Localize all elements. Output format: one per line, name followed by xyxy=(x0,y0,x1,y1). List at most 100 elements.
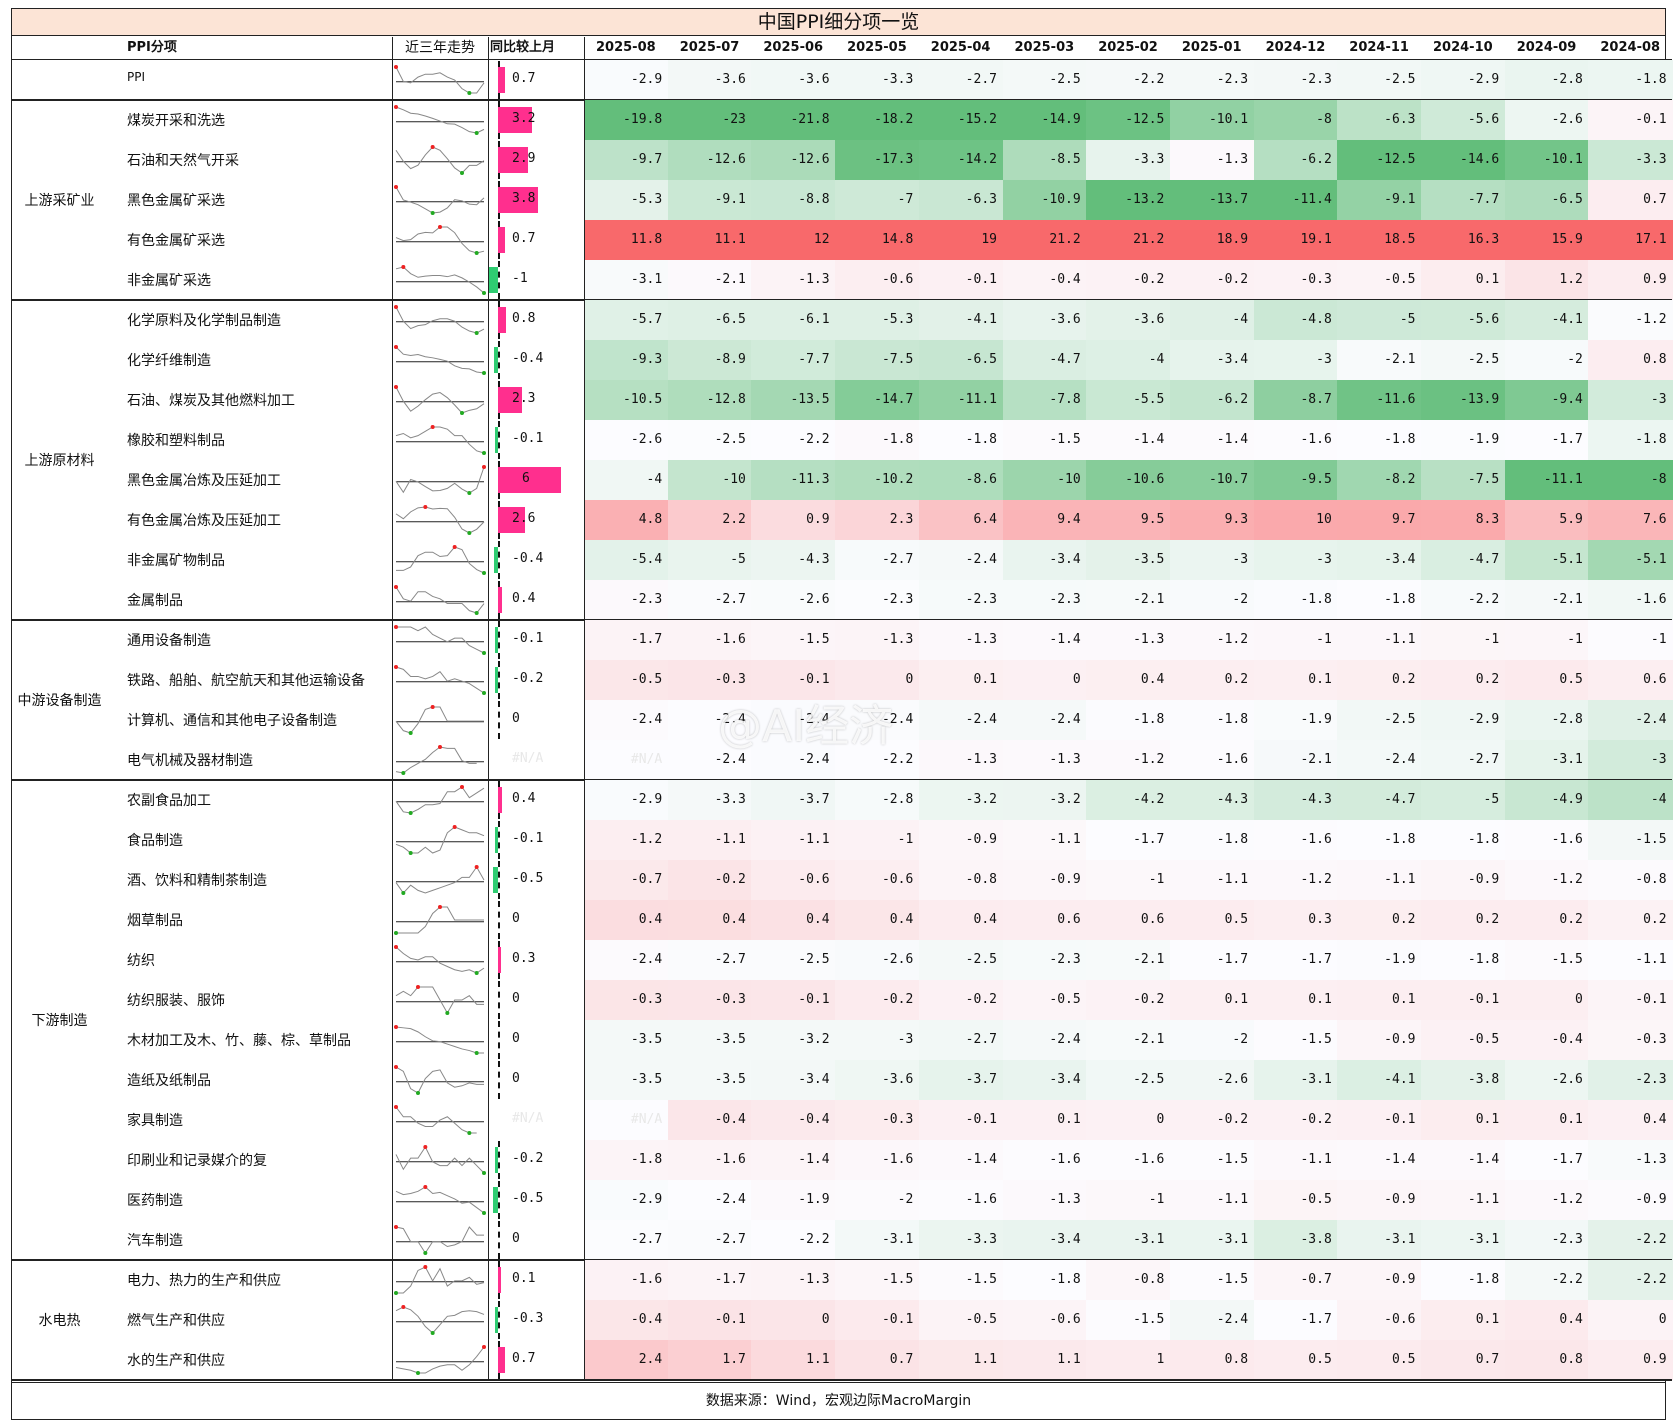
heat-cell: -7 xyxy=(835,180,920,220)
heat-cell: -3.4 xyxy=(1169,340,1255,380)
heat-cell: 0.4 xyxy=(751,900,836,940)
month-header: 2024-10 xyxy=(1433,40,1493,55)
row-name: 水的生产和供应 xyxy=(127,1353,225,1369)
heat-cell: -2.7 xyxy=(1421,740,1506,780)
sparkline-min-point xyxy=(482,1171,486,1175)
heat-cell: -2.4 xyxy=(918,540,1003,580)
heat-cell: -3 xyxy=(1169,540,1255,580)
heat-cell: -2.8 xyxy=(835,780,920,820)
heat-cell: -5.7 xyxy=(584,300,669,340)
trend-sparkline xyxy=(394,385,485,415)
heat-cell: 9.3 xyxy=(1169,500,1255,540)
heat-cell: -9.3 xyxy=(584,340,669,380)
heat-cell: -2.5 xyxy=(1337,700,1422,740)
heat-cell: -2.4 xyxy=(667,700,752,740)
mom-zero-line xyxy=(498,1221,500,1259)
row-name: 有色金属矿采选 xyxy=(127,233,225,249)
mom-value: 0.7 xyxy=(512,231,536,246)
sparkline-max-point xyxy=(401,1305,406,1309)
heat-cell: -1.2 xyxy=(584,820,669,860)
heat-cell: -2.4 xyxy=(751,740,836,780)
row-name: 铁路、船舶、航空航天和其他运输设备 xyxy=(127,673,365,689)
heat-cell: -2.4 xyxy=(667,740,752,780)
heat-cell: -2.7 xyxy=(835,540,920,580)
trend-sparkline xyxy=(394,185,485,215)
sparkline-max-point xyxy=(394,625,398,629)
sparkline-line xyxy=(395,706,484,734)
heat-cell: -8.7 xyxy=(1253,380,1338,420)
heat-cell: -2.2 xyxy=(835,740,920,780)
header-mom: 同比较上月 xyxy=(490,40,556,55)
heat-cell: -1.4 xyxy=(751,1140,836,1180)
heat-cell: -2.6 xyxy=(835,940,920,980)
mom-bar-negative xyxy=(495,667,498,693)
heat-cell: -5 xyxy=(667,540,752,580)
column-rule xyxy=(584,37,585,1380)
heat-cell: -12.6 xyxy=(667,140,752,180)
heat-cell: -1.5 xyxy=(1253,1020,1338,1060)
trend-sparkline xyxy=(394,585,485,615)
heat-cell: -4.7 xyxy=(1421,540,1506,580)
heat-cell: -2.3 xyxy=(1588,1060,1673,1100)
heat-cell: -0.8 xyxy=(918,860,1003,900)
mom-value: 3.2 xyxy=(512,111,536,126)
heat-cell: -10.1 xyxy=(1169,100,1255,140)
heat-cell: -0.4 xyxy=(584,1300,669,1340)
heat-cell: -6.5 xyxy=(667,300,752,340)
heat-cell: -0.9 xyxy=(1421,860,1506,900)
heat-cell: -2.3 xyxy=(1169,60,1255,100)
heat-cell: 0.5 xyxy=(1169,900,1255,940)
trend-sparkline xyxy=(395,265,486,295)
heat-cell: -1.8 xyxy=(1588,420,1673,460)
heat-cell: -1.2 xyxy=(1169,620,1255,660)
heat-cell: -4.1 xyxy=(918,300,1003,340)
heat-cell: -5.6 xyxy=(1421,100,1506,140)
heat-cell: -0.2 xyxy=(667,860,752,900)
heat-cell: -12.5 xyxy=(1086,100,1171,140)
heat-cell: -21.8 xyxy=(751,100,836,140)
heat-cell: -2.4 xyxy=(1337,740,1422,780)
mom-value: 0.7 xyxy=(512,71,536,86)
heat-cell: -0.3 xyxy=(1253,260,1338,300)
heat-cell: -1.3 xyxy=(751,1260,836,1300)
heat-cell: 0.7 xyxy=(1421,1340,1506,1380)
trend-sparkline xyxy=(394,1265,485,1295)
heat-cell: 0.2 xyxy=(1337,900,1422,940)
sparkline-max-point xyxy=(394,345,398,349)
heat-cell: -4.3 xyxy=(751,540,836,580)
sparkline-max-point xyxy=(430,425,435,429)
heat-cell: 12 xyxy=(751,220,836,260)
heat-cell: -7.7 xyxy=(1421,180,1506,220)
trend-sparkline xyxy=(395,425,486,455)
heat-cell: 0.4 xyxy=(835,900,920,940)
heat-cell: 0.7 xyxy=(835,1340,920,1380)
sparkline-max-point xyxy=(394,1065,398,1069)
sparkline-line xyxy=(395,826,485,854)
sparkline-line xyxy=(395,866,485,894)
heat-cell: 21.2 xyxy=(1002,220,1087,260)
heat-cell: -3.2 xyxy=(918,780,1003,820)
heat-cell: -2 xyxy=(1169,1020,1255,1060)
sparkline-line xyxy=(395,66,485,94)
mom-value: -0.5 xyxy=(512,1191,544,1206)
row-name: 医药制造 xyxy=(127,1193,183,1209)
heat-cell: -2.4 xyxy=(667,1180,752,1220)
mom-value: -0.5 xyxy=(512,871,544,886)
heat-cell: -0.3 xyxy=(1588,1020,1673,1060)
heat-cell: 0.8 xyxy=(1169,1340,1255,1380)
heat-cell: 0.4 xyxy=(584,900,669,940)
heat-cell: -0.1 xyxy=(667,1300,752,1340)
heat-cell: -1.6 xyxy=(667,620,752,660)
mom-zero-line xyxy=(498,621,500,659)
heat-cell: -3.6 xyxy=(751,60,836,100)
mom-value: 0 xyxy=(512,1031,520,1046)
heat-cell: -1.7 xyxy=(1253,940,1338,980)
heat-cell: 0.1 xyxy=(1421,1300,1506,1340)
heat-cell: 0.6 xyxy=(1002,900,1087,940)
heat-cell: -1.6 xyxy=(1002,1140,1087,1180)
mom-value: 0.1 xyxy=(512,1271,536,1286)
heat-cell: -1.1 xyxy=(1169,1180,1255,1220)
sparkline-min-point xyxy=(467,1131,472,1135)
heat-cell: -2.4 xyxy=(835,700,920,740)
heat-cell: -1.2 xyxy=(1588,300,1673,340)
